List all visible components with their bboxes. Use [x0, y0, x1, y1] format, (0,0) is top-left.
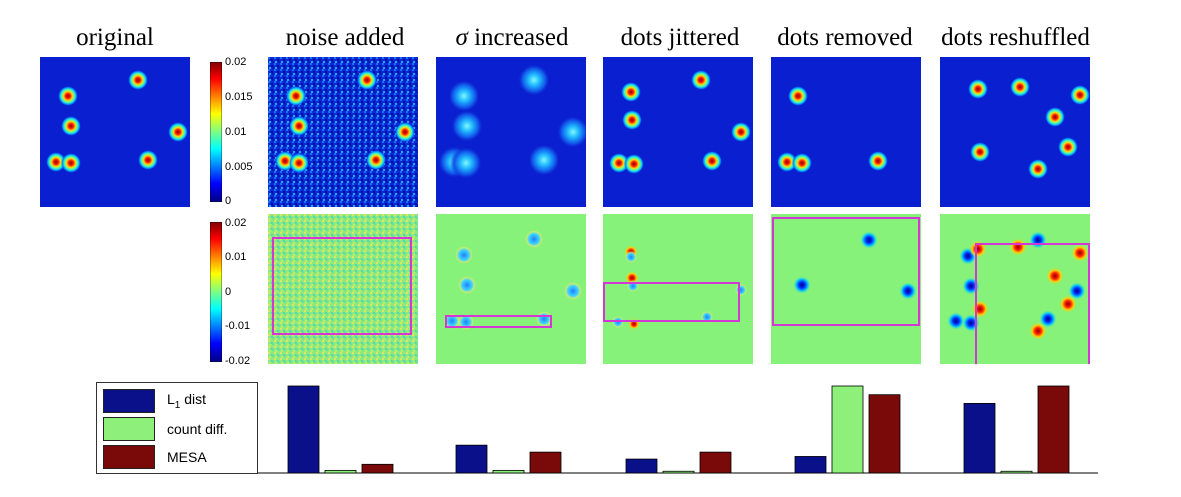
legend-l1-main: L: [167, 391, 175, 408]
title-original: original: [76, 24, 154, 51]
legend: L1 dist count diff. MESA: [96, 382, 258, 474]
diff-panel-dots-removed: [771, 214, 921, 364]
bar-mesa-0: [361, 463, 394, 474]
legend-swatch-l1: [103, 389, 155, 413]
sigma-title-text: increased: [467, 24, 569, 51]
bar-l1-1: [455, 444, 488, 474]
bar-mesa-2: [699, 451, 732, 474]
colorbar-bottom-tick-1: 0.01: [225, 251, 247, 263]
legend-label-l1: L1 dist: [167, 391, 206, 411]
sigma-symbol: σ: [455, 24, 468, 51]
bar-mesa-4: [1037, 385, 1070, 474]
bar-l1-4: [963, 402, 996, 474]
panel-sigma-increased: [436, 57, 586, 207]
bar-count-1: [492, 469, 525, 474]
title-dots-reshuffled: dots reshuffled: [941, 24, 1090, 51]
bar-count-4: [1000, 470, 1033, 474]
title-sigma-increased: σ increased: [432, 24, 592, 52]
bar-mesa-1: [529, 451, 562, 474]
legend-item-count: count diff.: [103, 417, 227, 441]
panel-dots-reshuffled: [940, 57, 1090, 207]
diff-panel-dots-jittered: [603, 214, 753, 364]
title-dots-removed: dots removed: [777, 24, 913, 51]
bar-l1-3: [794, 456, 827, 474]
colorbar-top-tick-1: 0.015: [225, 91, 253, 103]
diff-panel-noise-added: [268, 214, 418, 364]
colorbar-bottom-tick-2: 0: [225, 286, 232, 298]
colorbar-top-tick-0: 0.02: [225, 56, 247, 68]
diff-panel-sigma-increased: [436, 214, 586, 364]
bar-l1-0: [287, 385, 320, 474]
bar-l1-2: [625, 458, 658, 474]
bar-count-3: [831, 385, 864, 474]
diff-panel-dots-reshuffled: [940, 214, 1090, 364]
colorbar-bottom-tick-4: -0.02: [225, 355, 251, 367]
title-noise-added: noise added: [285, 24, 405, 51]
legend-swatch-count: [103, 417, 155, 441]
legend-label-mesa: MESA: [167, 449, 207, 465]
bar-chart: [96, 385, 1098, 474]
colorbar-top-tick-4: 0: [225, 195, 232, 207]
bar-mesa-3: [868, 394, 901, 474]
legend-swatch-mesa: [103, 445, 155, 469]
colorbar-top: [210, 62, 222, 202]
panel-noise-added: [268, 57, 418, 207]
legend-item-l1: L1 dist: [103, 389, 206, 413]
legend-item-mesa: MESA: [103, 445, 207, 469]
legend-l1-rest: dist: [180, 391, 207, 408]
title-dots-jittered: dots jittered: [620, 24, 740, 51]
colorbar-top-tick-2: 0.01: [225, 126, 247, 138]
colorbar-bottom-tick-3: -0.01: [225, 320, 251, 332]
panel-dots-jittered: [603, 57, 753, 207]
legend-label-count: count diff.: [167, 421, 228, 437]
bar-count-2: [662, 470, 695, 474]
bar-count-0: [324, 469, 357, 474]
colorbar-top-tick-3: 0.005: [225, 161, 253, 173]
panel-original: [40, 57, 190, 207]
legend-l1-sub: 1: [174, 399, 181, 411]
colorbar-bottom-tick-0: 0.02: [225, 217, 247, 229]
panel-dots-removed: [771, 57, 921, 207]
colorbar-bottom: [210, 222, 222, 362]
